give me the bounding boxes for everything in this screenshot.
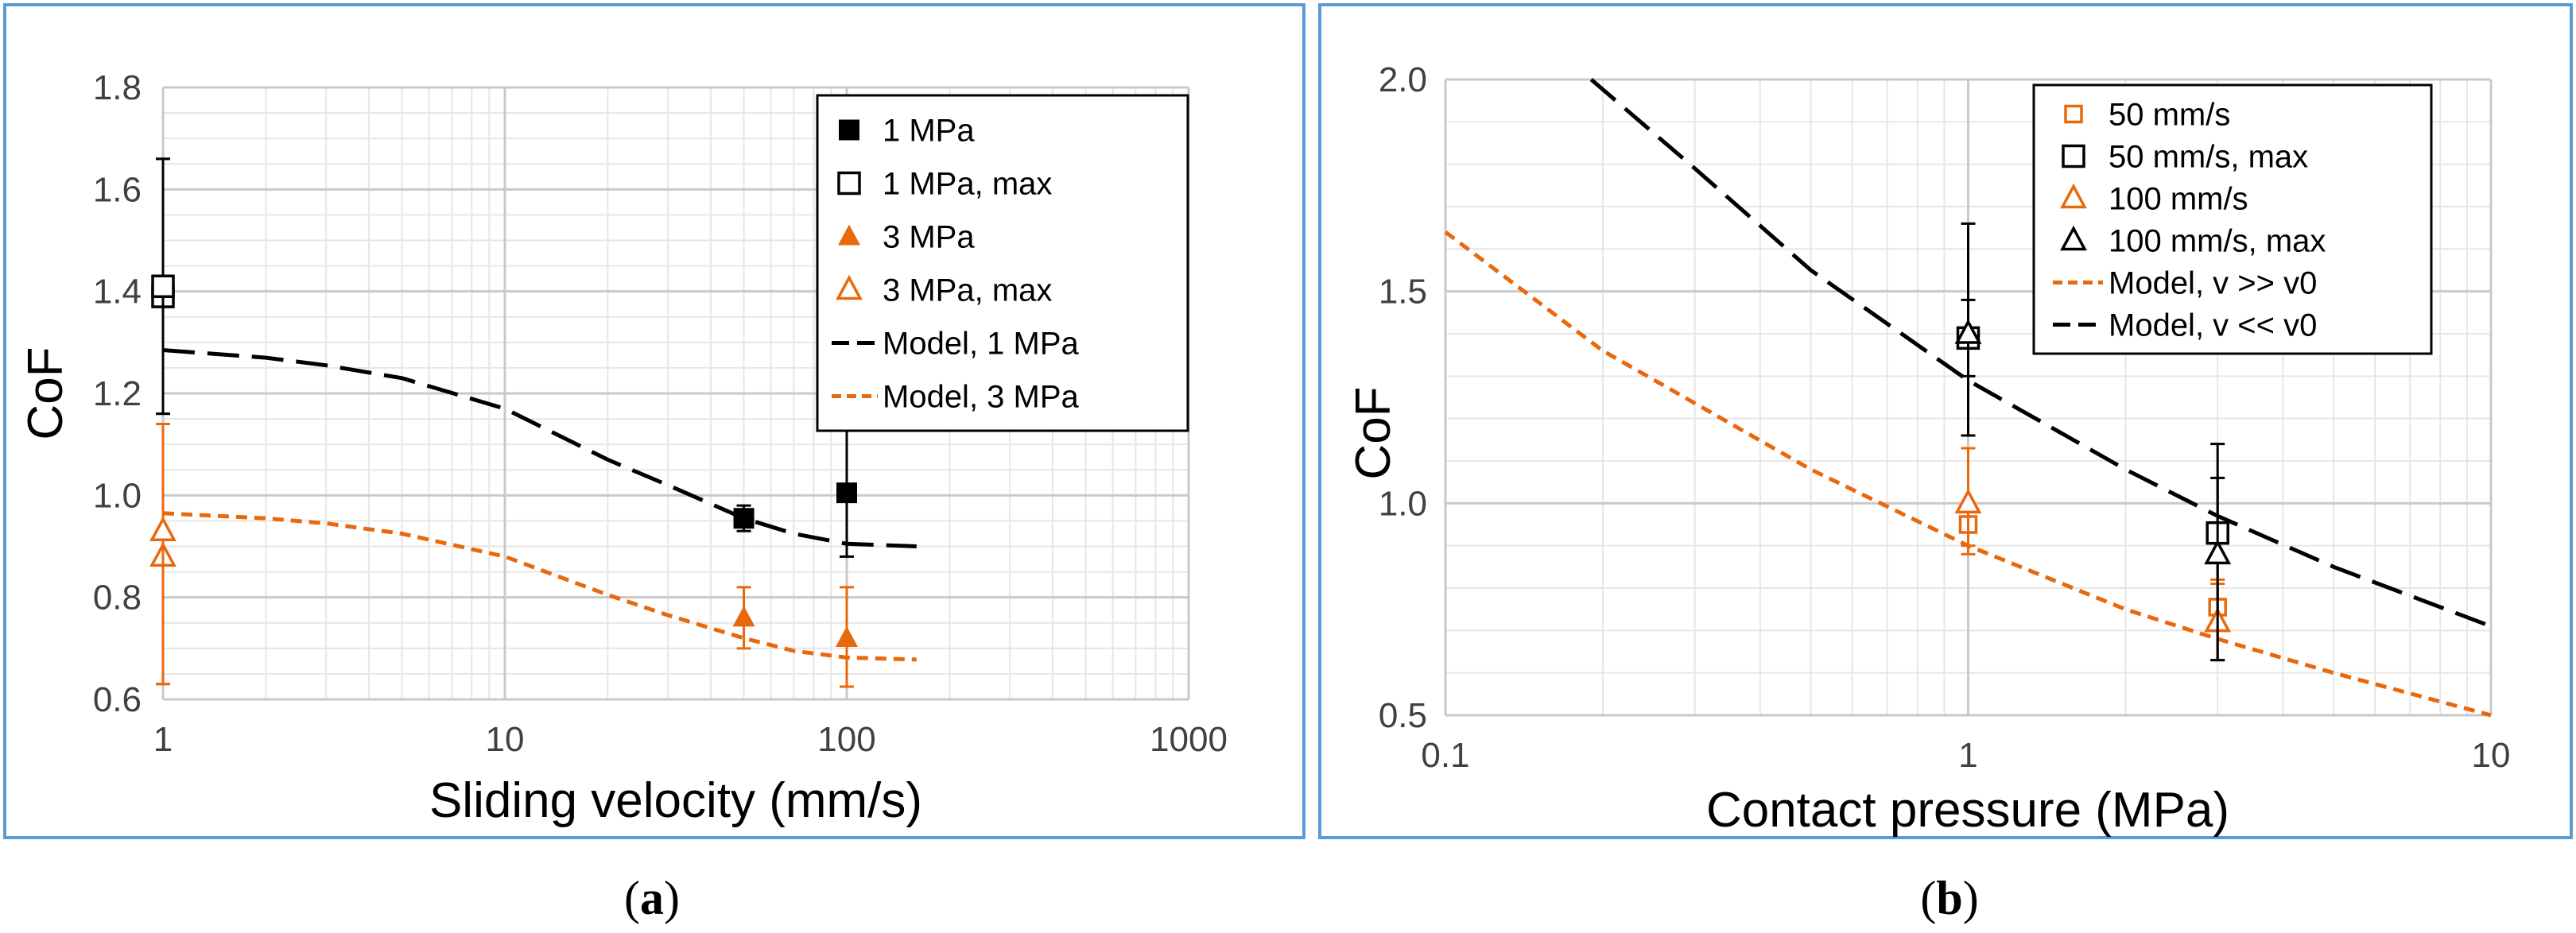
legend-swatch-100-mm-s [2060,183,2087,209]
legend-box-a [816,94,1189,432]
chart-b-plot: 0.1 1 10 0.5 1.0 1.5 2.0 Contact pressure (MPa)… [1346,60,2510,838]
y-axis-label: CoF [1346,386,1401,479]
legend-label-100-mm-s: 100 mm/s [2109,182,2248,217]
legend-label-3-mpa: 3 MPa [883,220,975,255]
y-tick-label: 0.5 [1379,696,1427,735]
y-tick-label: 1.2 [93,374,142,413]
legend-box-b [2032,83,2433,355]
legend-label-model-v-v0: Model, v << v0 [2109,308,2317,343]
y-tick-label: 2.0 [1379,60,1427,99]
data-point-1-mpa [836,482,857,504]
legend-swatch-50-mm-s [2064,104,2083,124]
x-tick-label: 1000 [1150,720,1228,759]
data-point-1-mpa [733,508,755,529]
y-tick-label: 1.6 [93,170,142,209]
y-tick-label: 0.6 [93,680,142,719]
legend-swatch-3-mpa [838,224,860,246]
x-tick-label: 1 [153,720,173,759]
legend-label-50-mm-s-max: 50 mm/s, max [2109,140,2308,175]
y-tick-label: 1.5 [1379,273,1427,312]
legend-label-1-mpa-max: 1 MPa, max [883,167,1052,202]
panel-b-caption: (b) [1920,872,1978,924]
legend-label-50-mm-s: 50 mm/s [2109,98,2230,133]
x-tick-label: 10 [2472,736,2511,775]
series-line-model-1-mpa [162,348,917,548]
y-tick-label: 1.0 [1379,484,1427,523]
legend-swatch-3-mpa-max [836,274,863,300]
data-point-100-mm-s-max [1954,319,1982,344]
panel-b: 0.1 1 10 0.5 1.0 1.5 2.0 Contact pressure (MPa)… [1318,3,2573,924]
data-point-100-mm-s-max [2204,539,2232,565]
legend-label-3-mpa-max: 3 MPa, max [883,273,1052,308]
y-axis-label: CoF [18,346,73,439]
y-tick-label: 1.8 [93,68,142,107]
chart-a-plot: 1 10 100 1000 0.6 0.8 1.0 1.2 1.4 1.6 1.8 Sliding v… [18,68,1228,828]
legend-swatch-50-mm-s-max [2062,144,2085,168]
x-tick-label: 0.1 [1421,736,1469,775]
x-tick-label: 10 [486,720,525,759]
y-tick-label: 1.0 [93,476,142,515]
data-point-3-mpa-max [149,516,177,541]
legend-label-model-3-mpa: Model, 3 MPa [883,380,1080,415]
series-line-model-v-v0 [1589,78,2492,629]
series-line-model-3-mpa [162,511,917,662]
data-point-3-mpa [836,626,858,647]
y-tick-label: 0.8 [93,579,142,617]
data-point-100-mm-s [1954,488,1982,514]
legend-label-model-1-mpa: Model, 1 MPa [883,327,1080,362]
legend-label-100-mm-s-max: 100 mm/s, max [2109,224,2326,259]
legend-swatch-1-mpa-max [837,171,861,196]
panel-a-caption: (a) [624,872,680,924]
legend-swatch-100-mm-s-max [2060,225,2087,251]
legend-label-model-v-v0: Model, v >> v0 [2109,266,2317,301]
data-point-1-mpa-max [151,274,175,298]
x-axis-label: Sliding velocity (mm/s) [429,773,922,828]
x-tick-label: 1 [1958,736,1977,775]
y-tick-label: 1.4 [93,273,142,312]
data-point-3-mpa [732,606,755,627]
legend-swatch-1-mpa [839,119,859,141]
series-line-model-v-v0 [1444,230,2492,718]
x-tick-label: 100 [817,720,875,759]
legend-label-1-mpa: 1 MPa [883,114,975,149]
panel-a: 1 10 100 1000 0.6 0.8 1.0 1.2 1.4 1.6 1.8 Sliding v… [3,3,1305,924]
x-axis-label: Contact pressure (MPa) [1706,783,2229,838]
